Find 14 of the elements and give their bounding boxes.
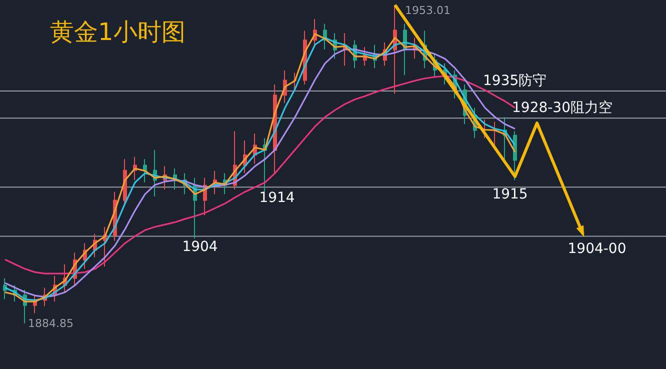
annotation: 1914	[259, 190, 295, 206]
candlestick	[3, 278, 7, 300]
annotation: 1904	[182, 239, 218, 256]
annotation: 1953.01	[405, 4, 450, 17]
candlestick	[293, 72, 297, 92]
annotation: 1915	[492, 186, 528, 203]
annotation: 1904-00	[568, 241, 626, 258]
ref-line-label: 1928-30阻力空	[512, 100, 612, 116]
candlestick	[103, 226, 107, 268]
text: 黄金1小时图	[50, 18, 186, 46]
candlestick	[393, 4, 397, 94]
ref-line-label: 1935防守	[483, 72, 547, 89]
candlestick	[143, 158, 147, 184]
annotation: 1884.85	[28, 316, 74, 330]
